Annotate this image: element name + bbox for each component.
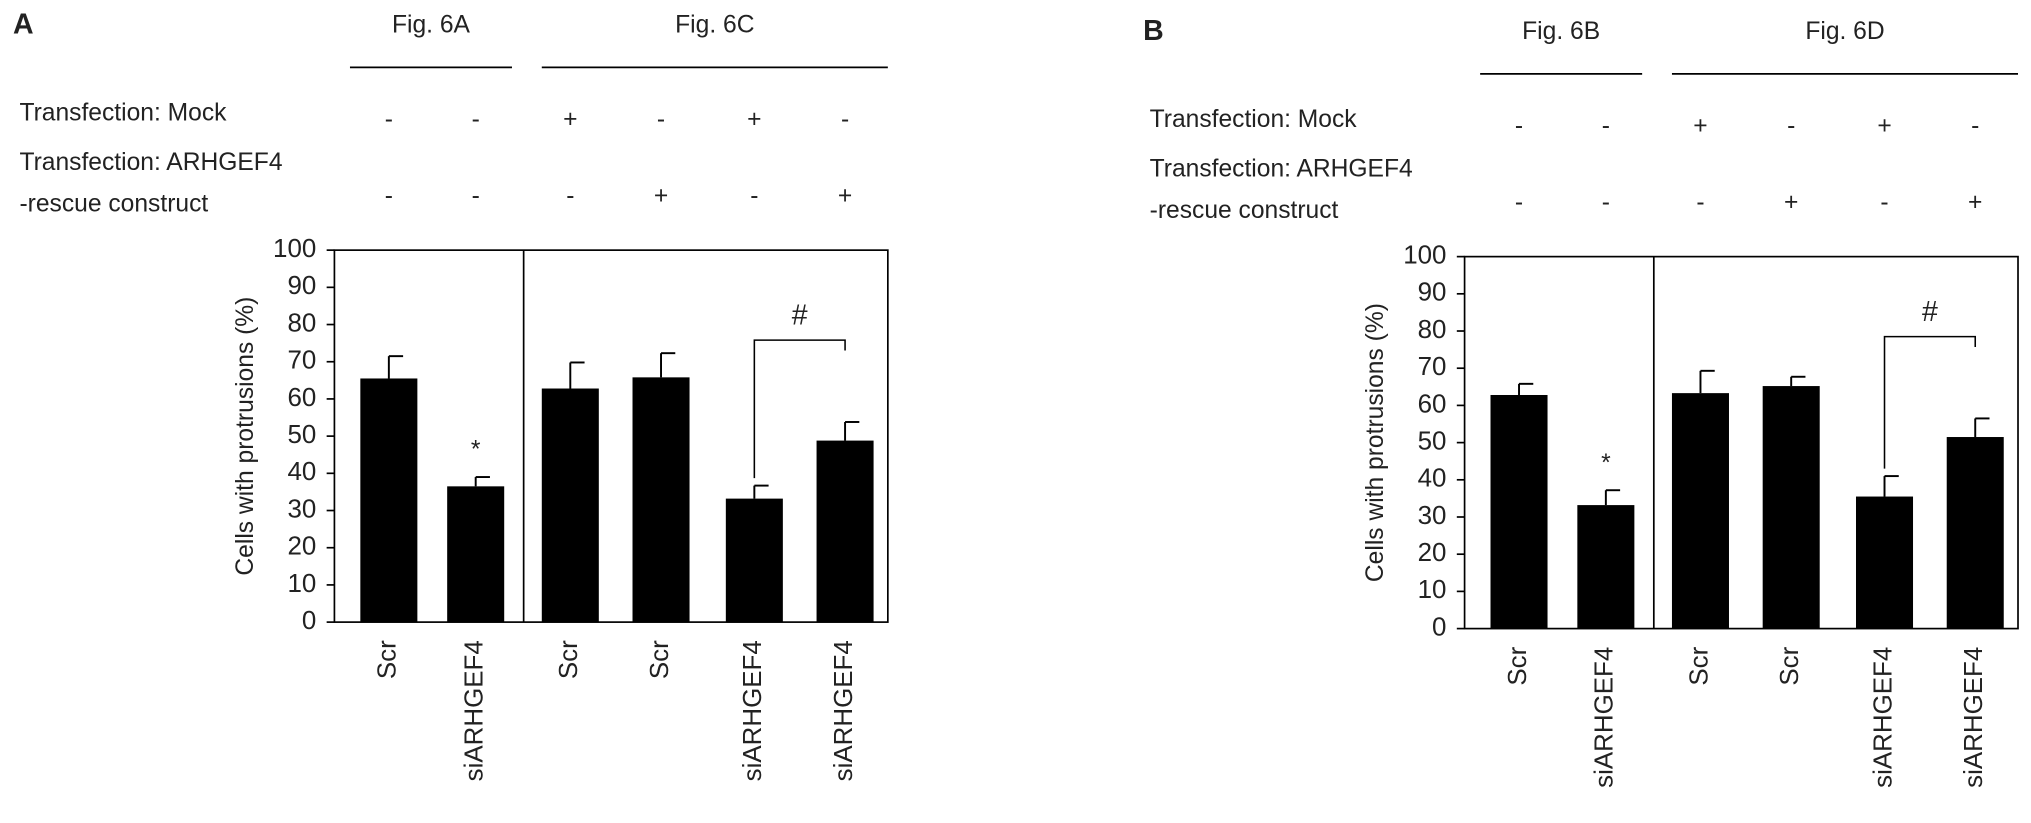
- y-tick-label: 40: [287, 458, 316, 486]
- sign: +: [838, 183, 852, 210]
- x-tick-label: Scr: [555, 640, 583, 679]
- y-tick-label: 20: [287, 533, 316, 561]
- bar: [360, 378, 418, 623]
- y-tick-label: 0: [302, 607, 316, 635]
- sign: -: [1971, 113, 1979, 140]
- bar: [1946, 437, 2004, 629]
- x-tick-label: siARHGEF4: [1591, 647, 1619, 788]
- y-tick-label: 10: [287, 570, 316, 598]
- group-label: Fig. 6C: [675, 11, 754, 38]
- row-label: -rescue construct: [19, 190, 208, 217]
- sign: -: [1602, 189, 1610, 216]
- y-tick-label: 70: [287, 347, 316, 375]
- y-tick-label: 60: [1418, 390, 1447, 418]
- y-tick-label: 90: [1418, 279, 1447, 307]
- plot-frame: [1463, 255, 2019, 630]
- row-label: Transfection: ARHGEF4: [1150, 155, 1413, 182]
- sign: -: [472, 106, 480, 133]
- y-tick-label: 60: [287, 384, 316, 412]
- x-tick-label: Scr: [374, 640, 402, 679]
- sign: -: [1515, 189, 1523, 216]
- panel-label: B: [1143, 15, 1164, 47]
- sign: +: [1693, 113, 1707, 140]
- plot-frame: [333, 249, 889, 623]
- y-tick-label: 50: [1418, 427, 1447, 455]
- x-tick-label: siARHGEF4: [1960, 647, 1988, 788]
- sign: +: [654, 183, 668, 210]
- sign: -: [1787, 113, 1795, 140]
- sign: -: [385, 183, 393, 210]
- sign: -: [1696, 189, 1704, 216]
- bar: [1490, 394, 1548, 629]
- y-tick-label: 10: [1418, 576, 1447, 604]
- bracket-label: #: [792, 299, 808, 331]
- y-tick-label: 30: [1418, 502, 1447, 530]
- x-tick-label: siARHGEF4: [1869, 647, 1897, 788]
- y-tick-label: 70: [1418, 353, 1447, 381]
- sign: -: [566, 183, 574, 210]
- bracket: [753, 339, 846, 479]
- bracket-label: #: [1922, 296, 1938, 328]
- sign: -: [1515, 113, 1523, 140]
- y-tick-label: 100: [1403, 241, 1446, 269]
- sign: +: [747, 106, 761, 133]
- sign: -: [472, 183, 480, 210]
- x-tick-label: siARHGEF4: [830, 640, 858, 781]
- sign: -: [750, 183, 758, 210]
- sign: +: [1877, 113, 1891, 140]
- bar: [1671, 393, 1729, 629]
- y-tick-label: 90: [287, 272, 316, 300]
- y-tick-label: 40: [1418, 465, 1447, 493]
- bar: [541, 388, 599, 623]
- bar: [725, 498, 783, 623]
- bar: [632, 377, 690, 623]
- row-label: Transfection: ARHGEF4: [19, 149, 282, 176]
- sign: +: [1784, 189, 1798, 216]
- y-axis-label: Cells with protrusions (%): [1362, 303, 1389, 582]
- x-tick-label: Scr: [1504, 646, 1532, 685]
- x-tick-label: Scr: [646, 640, 674, 679]
- bar: [447, 486, 505, 623]
- row-label: Transfection: Mock: [1150, 106, 1358, 133]
- row-label: -rescue construct: [1150, 197, 1339, 224]
- sign: +: [563, 106, 577, 133]
- y-tick-label: 100: [273, 235, 316, 263]
- y-axis-label: Cells with protrusions (%): [232, 297, 259, 576]
- y-tick-label: 0: [1432, 613, 1446, 641]
- y-tick-label: 30: [287, 495, 316, 523]
- row-label: Transfection: Mock: [19, 100, 227, 127]
- bracket: [1883, 335, 1977, 469]
- sign: -: [841, 106, 849, 133]
- x-tick-label: Scr: [1685, 646, 1713, 685]
- x-tick-label: siARHGEF4: [739, 640, 767, 781]
- significance-star: *: [471, 437, 481, 464]
- sign: +: [1968, 189, 1982, 216]
- group-label: Fig. 6A: [392, 11, 471, 38]
- y-tick-label: 50: [287, 421, 316, 449]
- significance-star: *: [1601, 450, 1611, 477]
- sign: -: [1880, 189, 1888, 216]
- y-tick-label: 80: [1418, 316, 1447, 344]
- bar: [1855, 496, 1914, 629]
- panel-label: A: [13, 8, 34, 40]
- sign: -: [1602, 113, 1610, 140]
- group-label: Fig. 6D: [1805, 18, 1884, 45]
- bar: [816, 440, 874, 623]
- y-tick-label: 80: [287, 309, 316, 337]
- group-label: Fig. 6B: [1522, 18, 1600, 45]
- y-tick-label: 20: [1418, 539, 1447, 567]
- x-tick-label: siARHGEF4: [461, 640, 489, 781]
- sign: -: [657, 106, 665, 133]
- bar: [1577, 505, 1635, 629]
- bar: [1762, 386, 1820, 629]
- sign: -: [385, 106, 393, 133]
- x-tick-label: Scr: [1776, 646, 1804, 685]
